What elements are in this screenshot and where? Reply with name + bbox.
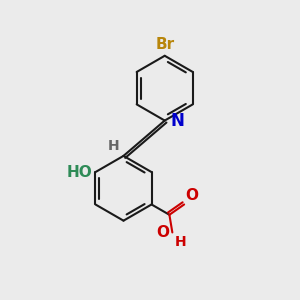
Text: Br: Br (155, 37, 174, 52)
Text: H: H (175, 235, 186, 249)
Text: HO: HO (66, 165, 92, 180)
Text: H: H (107, 139, 119, 153)
Text: O: O (156, 225, 170, 240)
Text: N: N (170, 112, 184, 130)
Text: O: O (186, 188, 199, 203)
